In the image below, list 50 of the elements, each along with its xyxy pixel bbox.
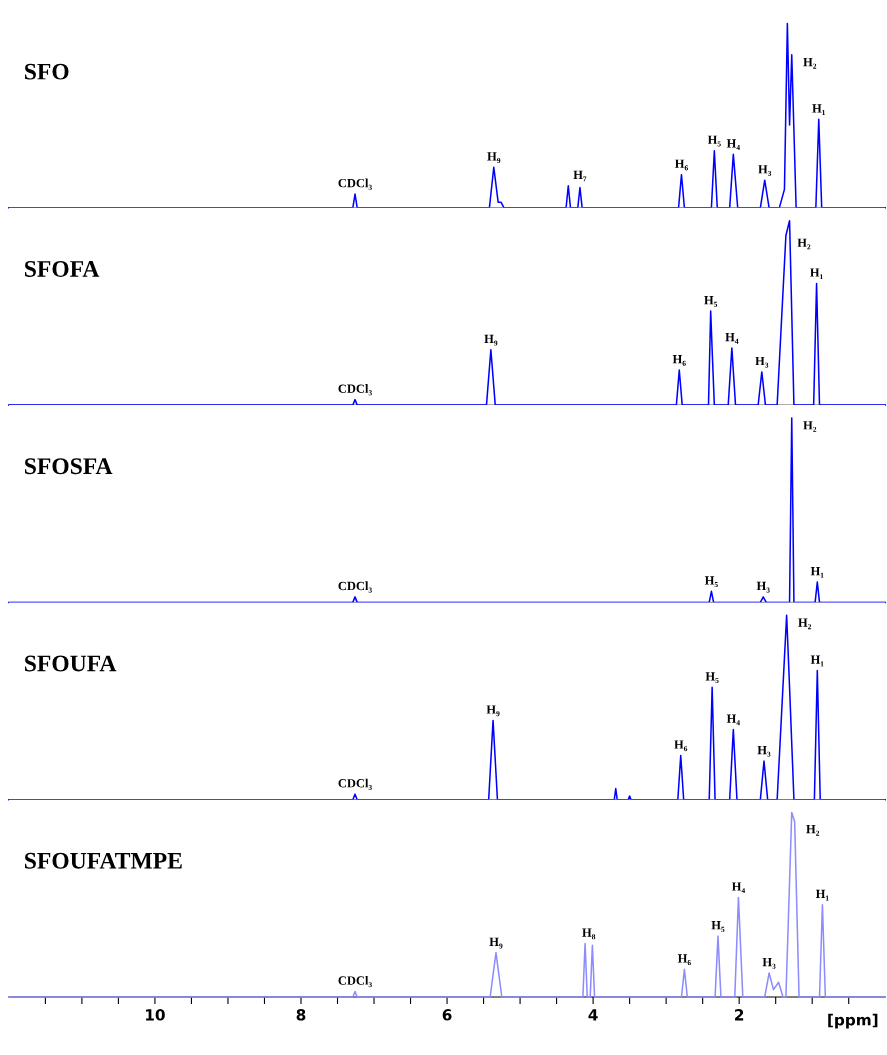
annotation: H₄ [726, 139, 740, 151]
annotation: H₂ [803, 421, 817, 432]
text: SFOFA [25, 261, 100, 277]
annotation: H₈ [582, 928, 596, 940]
annotation: H₅ [707, 135, 721, 147]
annotation: H₅ [704, 576, 718, 588]
annotation: H₆ [674, 159, 688, 171]
annotation: H₂ [797, 238, 811, 250]
annotation: CDCl₃ [338, 581, 372, 593]
x-tick-label: 8 [296, 1009, 306, 1021]
annotation: H₅ [705, 672, 719, 683]
annotation: CDCl₃ [338, 975, 372, 988]
text: SFOSFA [25, 458, 113, 475]
annotation: H₁ [810, 268, 823, 280]
annotation: H₃ [758, 165, 772, 176]
annotation: H₇ [573, 170, 587, 182]
annotation: H₁ [810, 567, 824, 578]
annotation: H₁ [810, 655, 824, 667]
x-tick-label: 10 [146, 1009, 165, 1021]
text: SFOUFA [25, 655, 117, 672]
annotation: H₄ [726, 714, 740, 726]
annotation: H₉ [484, 334, 498, 346]
annotation: H₁ [815, 889, 829, 901]
annotation: H₅ [711, 921, 725, 932]
annotation: H₆ [674, 740, 688, 752]
annotation: H₃ [755, 356, 769, 368]
annotation: H₄ [731, 882, 746, 894]
annotation: CDCl₃ [338, 178, 372, 190]
annotation: H₄ [725, 332, 739, 344]
annotation: H₂ [806, 824, 820, 836]
x-tick-label: 6 [442, 1009, 452, 1021]
annotation: H₉ [489, 937, 503, 949]
annotation: H₆ [672, 355, 686, 366]
annotation: H₉ [486, 705, 500, 717]
x-axis-title: [ppm] [828, 1013, 878, 1029]
text: SFOUFATMPE [25, 852, 182, 869]
annotation: H₃ [756, 581, 770, 593]
x-tick-label: 2 [735, 1009, 744, 1021]
annotation: H₃ [762, 957, 776, 969]
annotation: H₂ [798, 618, 812, 630]
annotation: H₁ [812, 104, 826, 116]
annotation: H₅ [704, 296, 718, 307]
annotation: H₂ [803, 57, 817, 69]
annotation: CDCl₃ [338, 778, 372, 790]
x-tick-label: 4 [588, 1009, 598, 1021]
annotation: CDCl₃ [338, 384, 372, 396]
text: SFO [25, 63, 69, 80]
annotation: H₉ [487, 152, 501, 164]
annotation: H₃ [757, 745, 771, 757]
annotation: H₆ [677, 954, 691, 966]
